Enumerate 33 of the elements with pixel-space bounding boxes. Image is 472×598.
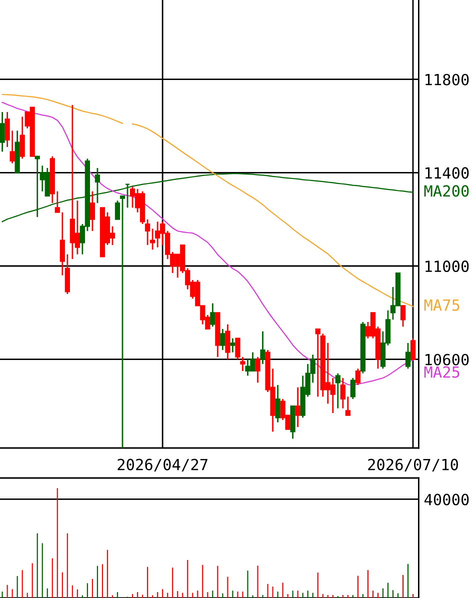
- candlestick: [150, 228, 156, 250]
- candlestick: [255, 356, 260, 384]
- candlestick: [335, 372, 340, 410]
- y-tick-label: 11800: [426, 74, 469, 86]
- candlestick: [340, 377, 346, 410]
- series-label: MA25: [424, 366, 460, 378]
- candlestick: [315, 328, 320, 398]
- y-tick-label: 11000: [426, 260, 469, 272]
- candlestick: [350, 377, 356, 400]
- candlestick: [295, 386, 300, 428]
- series-label: MA200: [424, 185, 469, 197]
- candlestick: [225, 324, 230, 360]
- x-tick-label: 2026/07/10: [368, 458, 458, 472]
- candlestick: [0, 111, 5, 152]
- candlestick: [410, 338, 416, 360]
- y-tick-label: 11400: [426, 167, 469, 179]
- candlestick: [355, 368, 360, 386]
- candlestick: [144, 218, 150, 246]
- candlestick: [20, 116, 25, 160]
- candlestick: [114, 200, 120, 220]
- series-label: MA75: [424, 299, 460, 311]
- x-tick-label: 2026/04/27: [118, 458, 208, 472]
- candlestick: [210, 302, 216, 328]
- candlestick: [220, 328, 226, 351]
- candlestick: [230, 338, 236, 354]
- y-tick-label: 40000: [424, 494, 469, 506]
- candlestick: [120, 195, 126, 448]
- candlestick: [90, 190, 96, 232]
- candlestick: [275, 384, 280, 424]
- candlestick: [405, 342, 411, 370]
- candlestick: [400, 304, 406, 328]
- y-tick-label: 10600: [426, 354, 469, 366]
- candlestick: [260, 330, 266, 365]
